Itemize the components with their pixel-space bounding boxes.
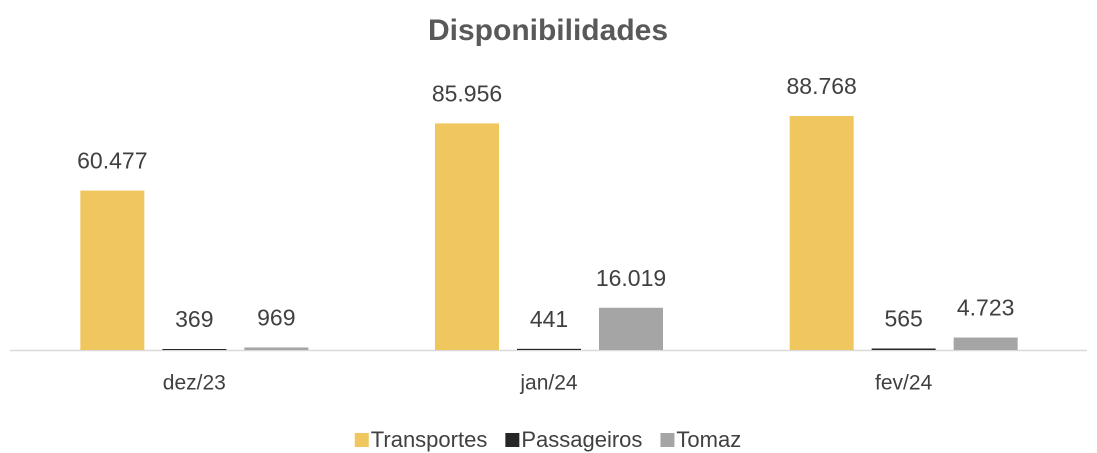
legend-swatch xyxy=(660,433,675,447)
bar xyxy=(871,348,936,350)
data-label: 85.956 xyxy=(432,80,502,106)
x-tick-label: dez/23 xyxy=(163,372,226,395)
x-tick-label: jan/24 xyxy=(519,372,578,395)
bar xyxy=(435,123,499,350)
data-label: 565 xyxy=(884,306,922,332)
bar xyxy=(244,347,309,350)
bar xyxy=(789,116,854,350)
data-label: 969 xyxy=(257,305,295,331)
bar xyxy=(80,190,145,350)
bar xyxy=(953,337,1018,350)
data-label: 4.723 xyxy=(957,295,1015,321)
x-tick-label: fev/24 xyxy=(875,372,933,395)
data-label: 16.019 xyxy=(596,265,666,291)
bar xyxy=(517,348,581,350)
legend-label: Tomaz xyxy=(676,427,741,452)
bar xyxy=(162,349,227,350)
legend-swatch xyxy=(354,433,369,447)
data-label: 60.477 xyxy=(77,148,147,174)
legend-label: Passageiros xyxy=(521,427,642,452)
bar xyxy=(599,307,663,350)
data-label: 369 xyxy=(175,306,213,332)
chart-title: Disponibilidades xyxy=(428,14,668,47)
data-label: 441 xyxy=(530,306,568,332)
legend-swatch xyxy=(505,433,520,447)
legend-label: Transportes xyxy=(371,427,488,452)
data-label: 88.768 xyxy=(786,73,856,99)
